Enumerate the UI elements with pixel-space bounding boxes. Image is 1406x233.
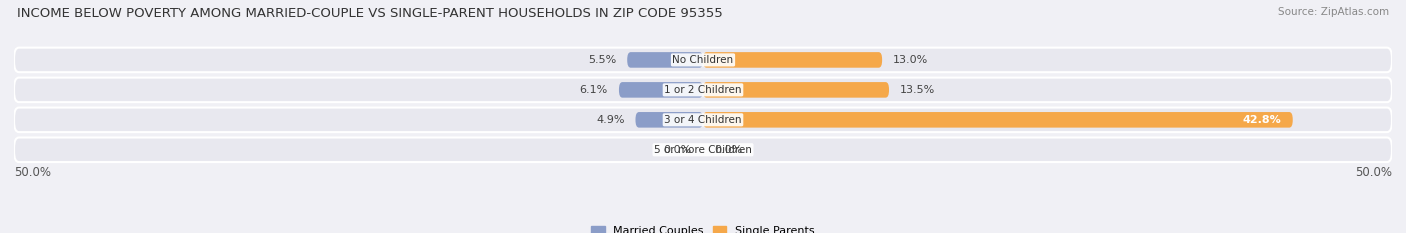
FancyBboxPatch shape: [636, 112, 703, 128]
Text: 3 or 4 Children: 3 or 4 Children: [664, 115, 742, 125]
FancyBboxPatch shape: [14, 108, 1392, 132]
Text: No Children: No Children: [672, 55, 734, 65]
Text: 42.8%: 42.8%: [1243, 115, 1282, 125]
Text: 0.0%: 0.0%: [714, 145, 742, 155]
FancyBboxPatch shape: [14, 137, 1392, 162]
Text: 4.9%: 4.9%: [596, 115, 624, 125]
FancyBboxPatch shape: [703, 82, 889, 98]
FancyBboxPatch shape: [703, 112, 1292, 128]
Text: 5.5%: 5.5%: [588, 55, 616, 65]
Text: 1 or 2 Children: 1 or 2 Children: [664, 85, 742, 95]
FancyBboxPatch shape: [703, 52, 882, 68]
Text: 50.0%: 50.0%: [1355, 166, 1392, 179]
Text: 50.0%: 50.0%: [14, 166, 51, 179]
Text: 6.1%: 6.1%: [579, 85, 607, 95]
Text: INCOME BELOW POVERTY AMONG MARRIED-COUPLE VS SINGLE-PARENT HOUSEHOLDS IN ZIP COD: INCOME BELOW POVERTY AMONG MARRIED-COUPL…: [17, 7, 723, 20]
Text: Source: ZipAtlas.com: Source: ZipAtlas.com: [1278, 7, 1389, 17]
FancyBboxPatch shape: [14, 78, 1392, 102]
FancyBboxPatch shape: [627, 52, 703, 68]
FancyBboxPatch shape: [619, 82, 703, 98]
Text: 5 or more Children: 5 or more Children: [654, 145, 752, 155]
Text: 0.0%: 0.0%: [664, 145, 692, 155]
Legend: Married Couples, Single Parents: Married Couples, Single Parents: [586, 221, 820, 233]
Text: 13.0%: 13.0%: [893, 55, 928, 65]
FancyBboxPatch shape: [14, 48, 1392, 72]
Text: 13.5%: 13.5%: [900, 85, 935, 95]
